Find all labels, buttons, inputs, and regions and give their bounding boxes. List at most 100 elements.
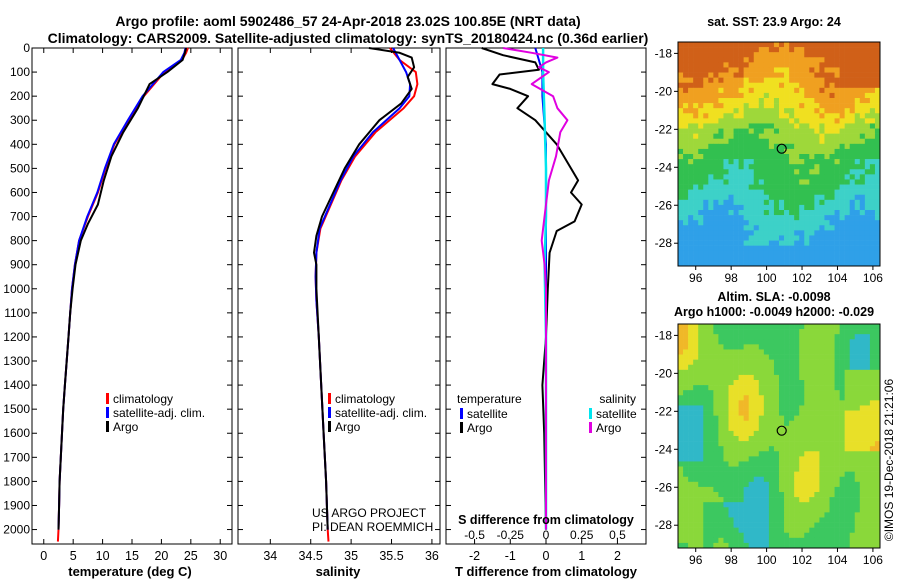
map-cell — [703, 215, 709, 221]
map-cell — [723, 512, 729, 518]
map-cell — [718, 410, 724, 416]
map-cell — [849, 359, 856, 366]
map-cell — [854, 169, 861, 175]
map-cell — [804, 179, 810, 185]
map-cell — [688, 148, 694, 155]
map-cell — [678, 344, 684, 350]
map-cell — [723, 225, 729, 231]
map-cell — [748, 87, 755, 94]
map-cell — [824, 430, 830, 437]
map-cell — [874, 159, 881, 165]
map-cell — [799, 159, 805, 165]
map-cell — [794, 215, 800, 221]
map-cell — [708, 113, 714, 119]
map-cell — [809, 456, 815, 462]
map-cell — [844, 349, 850, 355]
depth-tick-label: 900 — [10, 258, 30, 272]
map-cell — [829, 425, 835, 432]
map-cell — [864, 400, 871, 406]
map-cell — [678, 103, 684, 109]
map-cell — [688, 82, 694, 89]
map-cell — [864, 47, 871, 53]
map-cell — [728, 492, 734, 498]
map-cell — [819, 354, 825, 360]
map-cell — [738, 537, 744, 544]
map-cell — [804, 260, 810, 267]
map-cell — [854, 334, 861, 340]
map-cell — [743, 446, 749, 452]
map-cell — [728, 245, 734, 252]
map-cell — [799, 420, 805, 427]
map-cell — [874, 138, 881, 145]
map-cell — [824, 359, 830, 366]
map-cell — [688, 486, 694, 493]
map-cell — [693, 154, 699, 160]
map-cell — [713, 420, 719, 427]
map-cell — [773, 486, 780, 493]
map-cell — [804, 532, 810, 539]
map-cell — [794, 461, 800, 467]
map-cell — [824, 415, 830, 422]
map-cell — [773, 67, 780, 73]
map-cell — [864, 512, 871, 518]
map-cell — [859, 425, 866, 432]
map-cell — [819, 235, 825, 241]
map-cell — [753, 522, 760, 528]
map-cell — [758, 461, 765, 467]
map-cell — [758, 118, 765, 124]
map-cell — [758, 395, 765, 401]
map-cell — [763, 82, 770, 89]
map-cell — [819, 103, 825, 109]
map-cell — [733, 118, 739, 124]
map-cell — [703, 179, 709, 185]
map-cell — [763, 52, 770, 58]
series-line-s-argo — [502, 47, 569, 530]
map-cell — [708, 344, 714, 350]
map-cell — [688, 143, 694, 150]
map-cell — [824, 400, 830, 406]
map-cell — [874, 174, 881, 180]
map-cell — [733, 334, 739, 340]
map-cell — [768, 67, 775, 73]
map-cell — [849, 374, 856, 381]
map-cell — [773, 466, 780, 472]
map-cell — [799, 230, 805, 236]
map-cell — [738, 385, 744, 391]
map-cell — [824, 537, 830, 544]
map-cell — [678, 410, 684, 416]
map-cell — [683, 410, 689, 416]
map-cell — [743, 92, 749, 99]
map-cell — [819, 405, 825, 411]
map-cell — [839, 194, 845, 201]
map-cell — [698, 430, 704, 437]
map-cell — [874, 62, 881, 68]
map-cell — [743, 143, 749, 150]
map-cell — [874, 537, 881, 544]
map-cell — [779, 390, 785, 396]
map-cell — [688, 344, 694, 350]
map-cell — [864, 159, 871, 165]
map-cell — [703, 476, 709, 483]
map-cell — [789, 405, 795, 411]
map-cell — [854, 324, 861, 330]
map-cell — [804, 159, 810, 165]
map-cell — [698, 169, 704, 175]
map-cell — [698, 324, 704, 330]
map-cell — [723, 334, 729, 340]
depth-tick-label: 1100 — [4, 306, 30, 320]
map-cell — [799, 169, 805, 175]
map-cell — [718, 481, 724, 488]
map-cell — [779, 436, 785, 442]
map-cell — [819, 67, 825, 73]
map-cell — [683, 47, 689, 53]
map-cell — [829, 210, 835, 216]
map-cell — [874, 400, 881, 406]
map-cell — [728, 359, 734, 366]
map-cell — [799, 522, 805, 528]
map-cell — [784, 339, 790, 345]
map-cell — [693, 415, 699, 422]
map-cell — [814, 502, 820, 508]
map-cell — [799, 502, 805, 508]
map-cell — [678, 215, 684, 221]
map-cell — [698, 235, 704, 241]
